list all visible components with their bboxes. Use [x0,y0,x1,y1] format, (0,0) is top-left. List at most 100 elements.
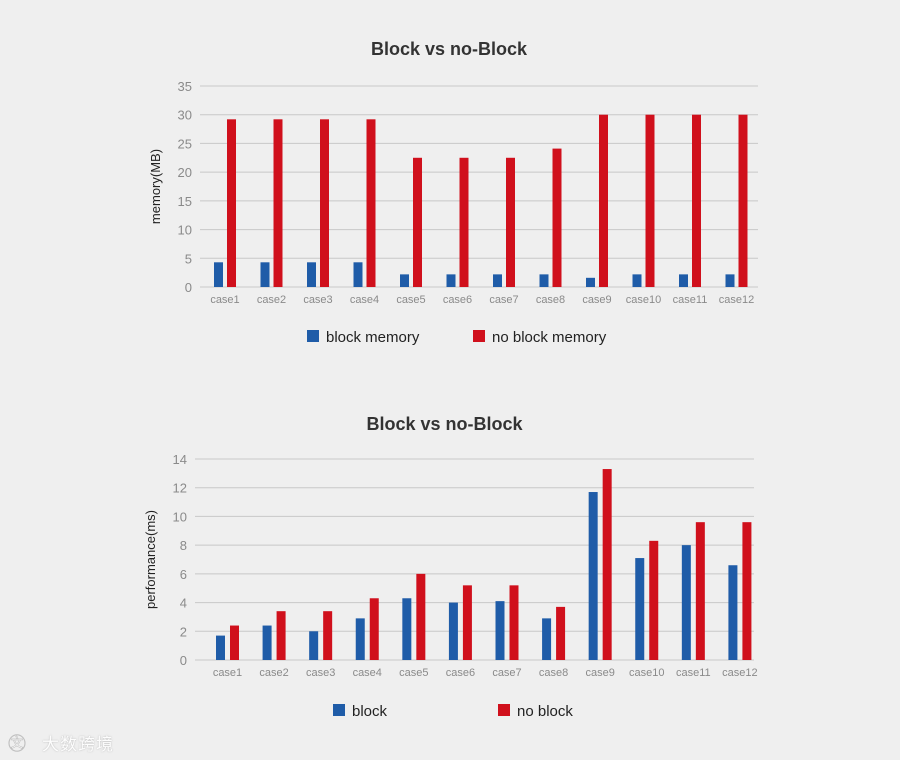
legend-label: block [352,703,388,720]
bar-block [725,274,735,287]
x-tick-label: case10 [629,667,664,679]
y-tick-label: 35 [178,79,192,94]
y-axis-label: memory(MB) [148,149,163,224]
x-tick-label: case5 [396,294,425,306]
bar-no-block [230,625,239,660]
bar-no-block [692,114,701,287]
watermark: ㉆ 大数跨境 [8,730,114,755]
x-tick-label: case10 [626,294,661,306]
x-tick-label: case2 [257,294,286,306]
bar-block [539,274,549,287]
bar-block [588,492,598,660]
svg-text:㉆: ㉆ [8,734,26,754]
y-tick-label: 30 [178,108,192,123]
x-tick-label: case2 [259,667,288,679]
bar-no-block [645,114,655,287]
bar-no-block [369,598,379,660]
y-tick-label: 0 [185,280,192,295]
x-tick-label: case12 [719,294,754,306]
legend-swatch [473,330,485,342]
bar-block [446,274,456,287]
bar-block [353,262,363,287]
x-tick-label: case7 [489,294,518,306]
y-tick-label: 15 [178,194,192,209]
x-tick-label: case8 [536,294,565,306]
bar-no-block [552,148,562,287]
bar-block [586,277,595,287]
x-tick-label: case11 [673,294,708,306]
bar-block [307,262,316,287]
legend: block no block [333,703,573,720]
bar-no-block [416,573,426,660]
bar-block [309,631,319,660]
bar-block [400,274,409,287]
bar-no-block [413,157,422,287]
bar-no-block [738,114,748,287]
bar-block [262,625,272,660]
bar-no-block [227,119,236,288]
x-tick-label: case5 [399,667,428,679]
bar-block [448,602,458,660]
y-tick-label: 5 [185,251,192,266]
x-tick-label: case1 [213,667,242,679]
bar-block [632,274,642,287]
bar-no-block [649,540,659,660]
legend-label: no block memory [492,329,607,346]
y-tick-label: 12 [173,481,187,496]
legend: block memory no block memory [307,329,607,346]
bar-no-block [556,606,566,660]
bar-no-block [742,522,752,660]
watermark-text: 大数跨境 [42,735,114,755]
bar-no-block [695,522,705,660]
x-tick-label: case4 [353,667,382,679]
chart-1: Block vs no-Block 0 5 10 15 20 25 30 35 memory(MB… [148,39,758,346]
chart-2: Block vs no-Block 0 2 4 6 8 10 12 14 performance(… [143,414,758,720]
y-tick-label: 8 [180,538,187,553]
x-tick-label: case4 [350,294,379,306]
x-tick-label: case6 [446,667,475,679]
bar-block [728,565,738,660]
y-tick-label: 20 [178,165,192,180]
bar-block [635,558,645,660]
legend-swatch [333,704,345,716]
bar-no-block [506,157,515,287]
bar-block [216,635,225,660]
y-tick-label: 14 [173,452,187,467]
x-tick-label: case9 [582,294,611,306]
bar-no-block [599,114,608,287]
chart-title: Block vs no-Block [371,39,528,59]
bar-no-block [602,469,612,660]
x-tick-label: case12 [722,667,757,679]
x-tick-label: case7 [492,667,521,679]
x-tick-label: case1 [210,294,239,306]
legend-swatch [498,704,510,716]
bar-no-block [509,585,519,660]
bar-block [679,274,688,287]
legend-label: block memory [326,329,420,346]
y-tick-label: 4 [180,596,187,611]
y-tick-label: 10 [173,509,187,524]
bar-block [542,618,552,660]
x-tick-label: case3 [306,667,335,679]
bar-no-block [273,119,283,288]
bar-block [355,618,365,660]
y-tick-label: 25 [178,136,192,151]
legend-swatch [307,330,319,342]
y-tick-label: 6 [180,567,187,582]
bar-block [260,262,270,287]
y-tick-label: 10 [178,223,192,238]
bar-block [214,262,223,287]
x-tick-label: case6 [443,294,472,306]
x-tick-label: case11 [676,667,711,679]
bar-no-block [462,585,472,660]
y-tick-label: 2 [180,624,187,639]
y-tick-label: 0 [180,653,187,668]
bar-no-block [276,611,286,660]
legend-label: no block [517,703,573,720]
logo-icon: ㉆ [8,733,26,754]
bar-block [681,545,691,660]
chart-title: Block vs no-Block [366,414,523,434]
y-axis-label: performance(ms) [143,510,158,609]
x-tick-label: case3 [303,294,332,306]
